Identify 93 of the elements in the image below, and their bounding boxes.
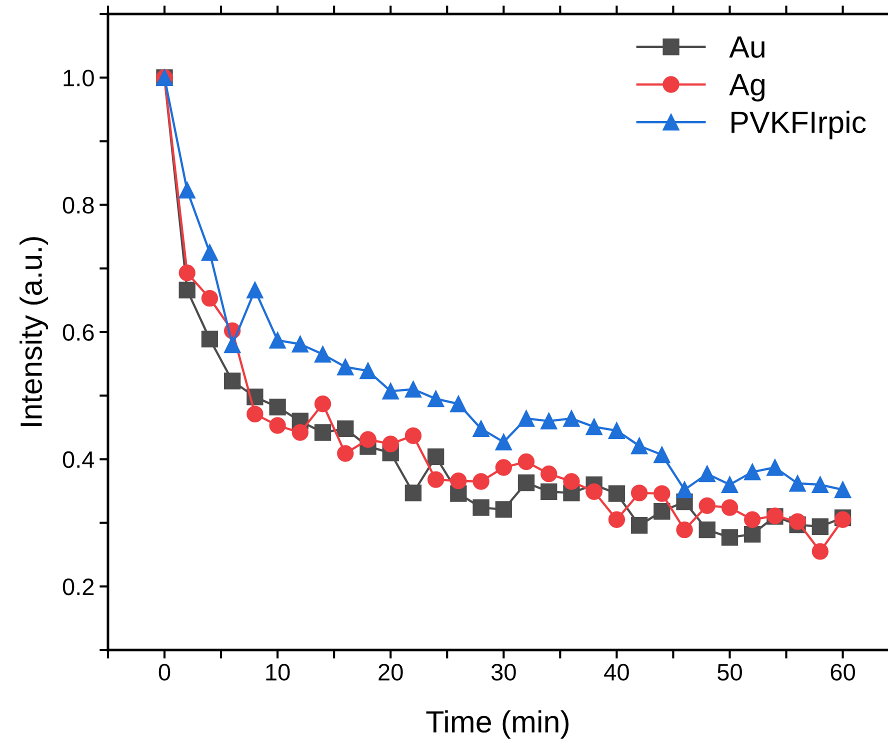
point — [586, 418, 602, 436]
point — [540, 466, 558, 482]
point — [472, 473, 490, 490]
x-tick-label: 20 — [378, 664, 403, 681]
point — [608, 511, 626, 528]
legend-label: Au — [729, 36, 764, 58]
point — [654, 485, 670, 502]
point — [472, 420, 490, 438]
point — [654, 503, 670, 520]
point — [698, 497, 716, 514]
point — [201, 330, 218, 348]
point — [721, 499, 738, 516]
point — [314, 424, 332, 441]
point — [337, 358, 354, 376]
point — [337, 445, 354, 462]
y-tick-label: 1.0 — [64, 70, 94, 86]
point — [563, 410, 580, 427]
point — [630, 438, 648, 454]
point — [427, 448, 444, 466]
point — [360, 362, 376, 380]
point — [518, 474, 535, 492]
point — [812, 518, 829, 535]
point — [472, 499, 490, 516]
point — [269, 332, 286, 349]
x-tick-label: 60 — [830, 664, 855, 681]
point — [201, 290, 218, 307]
point — [518, 453, 535, 470]
x-tick-label: 10 — [266, 664, 290, 681]
point — [337, 420, 354, 438]
point — [608, 485, 626, 502]
point — [314, 346, 332, 363]
y-tick-label: 0.4 — [62, 451, 94, 468]
point — [721, 476, 738, 493]
point — [630, 517, 648, 534]
y-tick-label: 0.2 — [62, 578, 94, 596]
point — [608, 422, 626, 439]
point — [450, 472, 467, 490]
point — [246, 406, 264, 422]
point — [292, 336, 308, 352]
point — [269, 417, 286, 434]
point — [314, 396, 332, 412]
point — [224, 336, 241, 354]
point — [721, 529, 738, 546]
point — [246, 282, 264, 298]
point — [698, 521, 716, 538]
x-tick-label: 40 — [604, 664, 629, 681]
point — [224, 372, 241, 390]
point — [404, 380, 422, 398]
point — [518, 410, 535, 427]
point — [676, 521, 693, 538]
point — [382, 436, 399, 452]
point — [676, 481, 693, 498]
point — [292, 424, 308, 441]
x-tick-label: 50 — [718, 664, 742, 681]
point — [427, 471, 444, 488]
point — [630, 484, 648, 502]
point — [201, 244, 218, 261]
point — [789, 513, 806, 530]
point — [178, 282, 196, 298]
point — [404, 427, 422, 444]
point — [586, 483, 602, 500]
y-axis-title: Intensity (a.u.) — [20, 237, 48, 426]
point — [178, 182, 196, 199]
point — [654, 446, 670, 464]
point — [360, 431, 376, 448]
x-tick-label: 0 — [158, 664, 170, 681]
point — [427, 390, 444, 408]
legend-label: PVKFIrpic — [732, 110, 866, 140]
point — [766, 459, 784, 476]
point — [744, 464, 761, 480]
point — [834, 481, 852, 498]
legend-label: Ag — [729, 74, 764, 102]
point — [495, 434, 512, 450]
x-axis-title: Time (min) — [426, 710, 569, 739]
y-tick-label: 0.6 — [62, 324, 94, 341]
point — [812, 543, 829, 560]
point — [744, 526, 761, 543]
point — [812, 476, 829, 493]
point — [540, 412, 558, 430]
point — [382, 382, 399, 400]
x-tick-label: 30 — [491, 664, 516, 681]
point — [178, 264, 196, 282]
point — [563, 473, 580, 490]
y-tick-label: 0.8 — [62, 196, 94, 214]
point — [698, 466, 716, 482]
point — [495, 459, 512, 476]
point — [744, 511, 761, 528]
point — [404, 484, 422, 502]
point — [789, 475, 806, 492]
point — [269, 398, 286, 416]
point — [450, 396, 467, 412]
point — [540, 483, 558, 500]
point — [495, 501, 512, 518]
